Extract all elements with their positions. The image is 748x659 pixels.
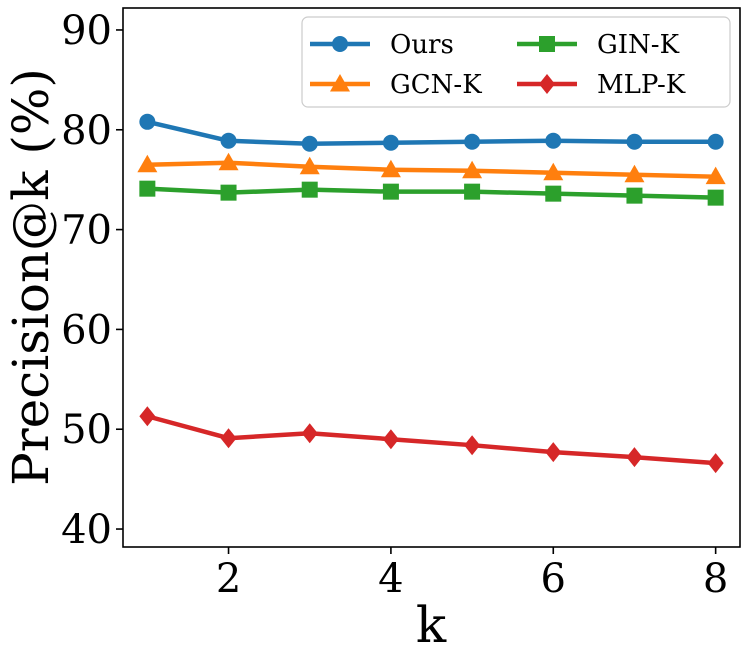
y-tick-label: 70 [61,208,112,254]
data-point-gcn-k [462,160,483,179]
x-tick-label: 6 [541,556,566,602]
y-tick-label: 50 [61,407,112,453]
data-point-mlp-k [545,442,562,463]
legend-label-ours: Ours [390,30,454,60]
data-point-gcn-k [705,166,726,185]
legend-label-mlp-k: MLP-K [597,70,686,100]
x-tick-label: 8 [703,556,728,602]
data-point-gin-k [382,183,399,200]
data-point-gin-k [707,189,724,206]
series-line-mlp-k [146,414,716,466]
data-point-ours [220,132,237,149]
x-tick-label: 2 [216,556,241,602]
legend-label-gin-k: GIN-K [597,30,680,60]
data-point-mlp-k [301,423,318,444]
series-ours [139,113,724,152]
data-point-ours [707,133,724,150]
data-point-ours [545,132,562,149]
legend: Ours GCN-K GIN-K MLP-K [301,16,731,108]
y-tick-label: 40 [61,507,112,553]
data-point-gin-k [545,185,562,202]
data-point-gcn-k [543,162,564,181]
y-axis-title: Precision@k (%) [2,68,60,486]
data-point-gin-k [220,184,237,201]
data-point-gin-k [301,181,318,198]
series-mlp-k [139,406,724,474]
y-tick-label: 80 [61,108,112,154]
data-point-ours [626,133,643,150]
series-gin-k [139,180,724,206]
legend-item-gin-k: GIN-K [517,30,680,60]
data-point-ours [464,133,481,150]
data-point-ours [301,135,318,152]
data-point-mlp-k [220,428,237,449]
ticks-layer: 2 4 6 8 40 50 60 70 80 90 [61,8,728,602]
legend-marker-ours [332,36,348,52]
x-tick-label: 4 [378,556,403,602]
data-point-gin-k [464,183,481,200]
y-tick-label: 60 [61,307,112,353]
data-point-mlp-k [382,429,399,450]
legend-marker-gcn-k [330,74,350,92]
series-line-gin-k [147,186,716,200]
legend-label-gcn-k: GCN-K [390,70,482,100]
data-point-gcn-k [624,164,645,183]
data-point-mlp-k [707,453,724,474]
data-point-gcn-k [137,154,158,173]
series-line-ours [146,119,716,146]
legend-marker-gin-k [539,36,555,52]
data-point-gcn-k [380,159,401,178]
data-point-mlp-k [139,406,156,427]
legend-item-mlp-k: MLP-K [517,70,686,100]
data-point-gcn-k [299,156,320,175]
series-layer [137,113,726,474]
data-point-ours [139,113,156,130]
data-point-gcn-k [218,152,239,171]
legend-marker-mlp-k [539,74,555,94]
series-line-gcn-k [147,160,716,179]
legend-frame [301,16,731,108]
data-point-mlp-k [626,447,643,468]
data-point-mlp-k [464,435,481,456]
x-axis-title: k [416,596,447,654]
legend-item-ours: Ours [310,30,454,60]
series-gcn-k [137,152,726,185]
legend-item-gcn-k: GCN-K [310,70,482,100]
y-tick-label: 90 [61,8,112,54]
data-point-ours [382,134,399,151]
data-point-gin-k [626,187,643,204]
data-point-gin-k [139,180,156,197]
plot-frame [122,7,741,548]
